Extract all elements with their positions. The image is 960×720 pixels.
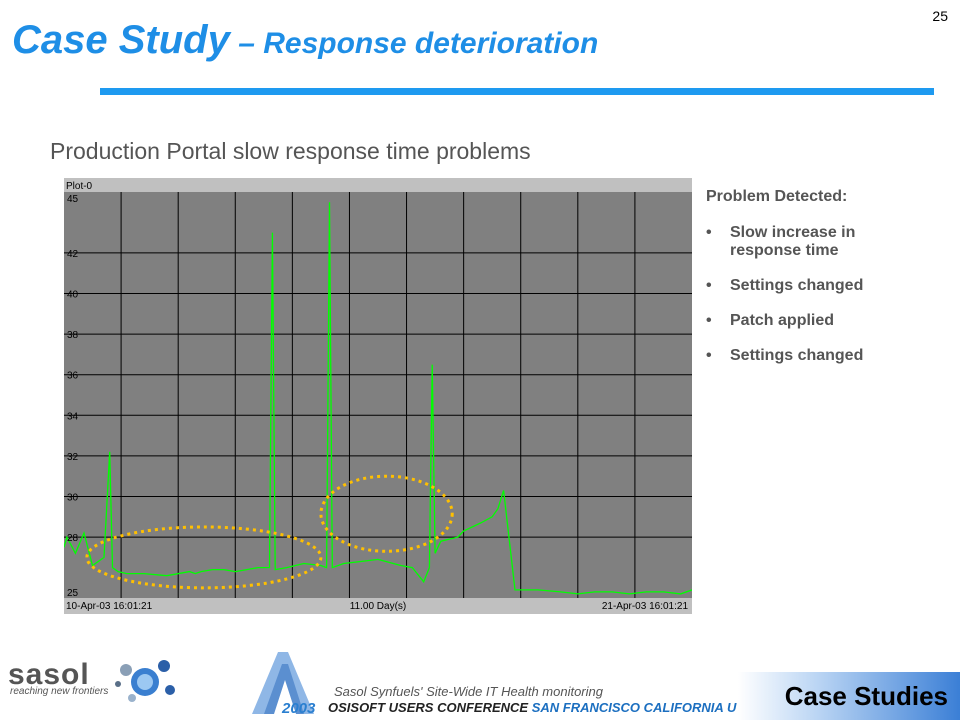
y-tick-label: 36	[67, 371, 79, 382]
y-tick-label: 28	[67, 533, 79, 544]
trend-plot[interactable]: 45 42 40 38 36 34 32 30 28 25 Plot-0 10-Apr-03 16…	[64, 178, 692, 614]
problem-list: • Slow increase in response time • Setting…	[706, 224, 926, 365]
slide-title: Case Study – Response deterioration	[12, 18, 598, 63]
x-span-label: 11.00 Day(s)	[350, 601, 407, 612]
bullet-icon: •	[706, 277, 712, 294]
problem-panel: Problem Detected: • Slow increase in resp…	[706, 188, 926, 382]
y-tick-label: 38	[67, 330, 79, 341]
title-main: Case Study	[12, 18, 230, 62]
bullet-icon: •	[706, 312, 712, 329]
bullet-icon: •	[706, 347, 712, 364]
x-end-label: 21-Apr-03 16:01:21	[602, 601, 689, 612]
sasol-logo: sasol	[8, 658, 90, 691]
footer-note: Sasol Synfuels' Site-Wide IT Health moni…	[334, 684, 603, 699]
response-trace	[64, 202, 692, 595]
subtitle: Production Portal slow response time pro…	[50, 138, 531, 164]
series-line	[64, 202, 692, 595]
plot-canvas: 45 42 40 38 36 34 32 30 28 25 Plot-0 10-Apr-03 16…	[64, 178, 692, 614]
y-tick-labels: 45 42 40 38 36 34 32 30 28 25	[67, 194, 79, 599]
list-item: • Slow increase in response time	[706, 224, 926, 260]
title-sub: – Response deterioration	[229, 27, 599, 60]
y-tick-label: 30	[67, 493, 79, 504]
footer: sasol reaching new frontiers Sasol Synfu…	[0, 640, 960, 720]
conference-year: 2003	[282, 700, 316, 717]
list-item: • Settings changed	[706, 277, 926, 295]
annotation-ellipse	[319, 474, 454, 553]
list-item-text: Settings changed	[730, 277, 864, 294]
molecule-logo-icon	[115, 660, 175, 702]
panel-heading: Problem Detected:	[706, 188, 848, 205]
list-item-text: Settings changed	[730, 347, 864, 364]
y-tick-label: 25	[67, 588, 79, 599]
logo-tagline: reaching new frontiers	[10, 686, 109, 697]
conference-banner: OSISOFT USERS CONFERENCE SAN FRANCISCO C…	[328, 700, 736, 715]
bullet-icon: •	[706, 224, 712, 241]
y-tick-label: 40	[67, 290, 79, 301]
conference-name: OSISOFT USERS CONFERENCE	[328, 700, 529, 715]
y-tick-label: 42	[67, 249, 79, 260]
horizontal-gridlines	[64, 252, 692, 538]
y-tick-label: 45	[67, 194, 79, 205]
plot-area	[64, 192, 692, 598]
x-start-label: 10-Apr-03 16:01:21	[66, 601, 153, 612]
list-item: • Settings changed	[706, 347, 926, 365]
conference-logo-icon	[252, 652, 314, 714]
plot-label: Plot-0	[66, 181, 93, 192]
title-underline	[100, 88, 934, 95]
y-tick-label: 32	[67, 452, 79, 463]
conference-location: SAN FRANCISCO CALIFORNIA U	[531, 700, 737, 715]
section-label: Case Studies	[738, 672, 960, 720]
list-item-text: Slow increase in response time	[730, 224, 856, 259]
slide-number: 25	[932, 8, 948, 24]
list-item: • Patch applied	[706, 312, 926, 330]
y-tick-label: 34	[67, 411, 79, 422]
list-item-text: Patch applied	[730, 312, 835, 329]
